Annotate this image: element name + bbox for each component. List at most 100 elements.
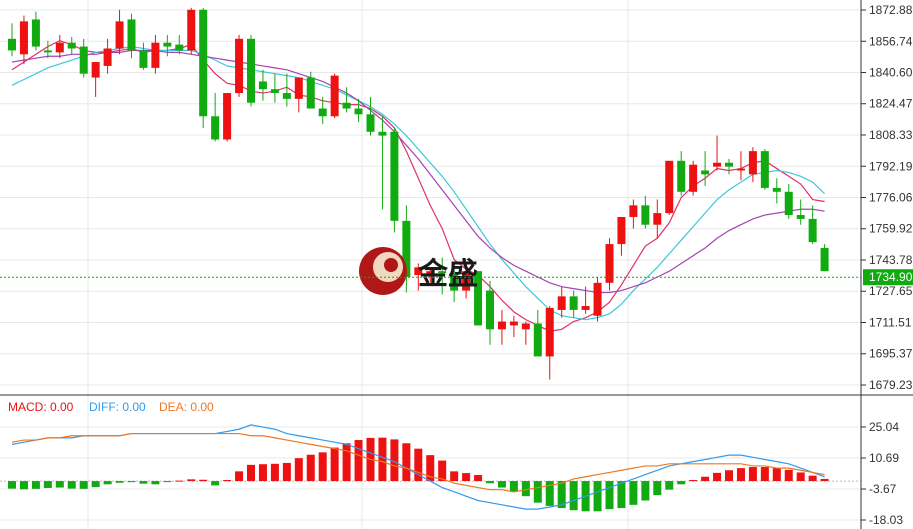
macd-bar xyxy=(641,481,650,501)
candle-body xyxy=(665,160,674,214)
candle xyxy=(486,280,494,345)
macd-bar xyxy=(605,481,614,510)
dea-line xyxy=(11,432,825,493)
candle xyxy=(748,147,757,183)
ma10-line xyxy=(11,45,826,321)
candle-body xyxy=(31,19,40,47)
macd-bar xyxy=(8,481,16,489)
macd-bar xyxy=(270,463,279,482)
macd-bar xyxy=(55,481,64,488)
candle xyxy=(139,42,148,70)
price-tick-label: 1872.88 xyxy=(869,3,913,17)
macd-bar xyxy=(689,479,698,482)
candle-body xyxy=(199,9,208,117)
price-tick-label: 1776.06 xyxy=(869,190,913,204)
macd-legend: MACD: 0.00 DIFF: 0.00 DEA: 0.00 xyxy=(8,400,214,414)
macd-bar xyxy=(223,479,232,482)
candle xyxy=(390,127,399,233)
candle-body xyxy=(19,21,28,55)
macd-bar xyxy=(474,475,483,482)
candle-body xyxy=(91,62,100,78)
macd-bar xyxy=(438,460,447,482)
price-tick-label: 1856.74 xyxy=(869,34,913,48)
candle-body xyxy=(557,296,566,310)
macd-bar xyxy=(414,448,423,482)
macd-bar xyxy=(521,481,530,497)
candle xyxy=(8,23,16,57)
candle xyxy=(175,34,184,55)
price-tick-label: 1743.78 xyxy=(869,253,913,267)
macd-bar xyxy=(342,443,351,482)
macd-bar xyxy=(772,468,781,482)
macd-bar xyxy=(593,481,602,512)
candle xyxy=(629,199,638,229)
legend-dea: DEA: 0.00 xyxy=(159,400,214,414)
candle xyxy=(593,277,602,322)
macd-bar xyxy=(390,439,399,482)
macd-tick-label: 10.69 xyxy=(869,451,899,465)
candle-body xyxy=(438,271,447,274)
candle-body xyxy=(79,46,88,74)
candle xyxy=(641,195,650,229)
macd-bar xyxy=(450,471,459,482)
macd-bar xyxy=(760,467,769,482)
candle-body xyxy=(820,247,829,272)
candle-body xyxy=(486,290,494,330)
macd-bar xyxy=(199,479,208,482)
current-price-box: 1734.90 xyxy=(863,269,913,286)
macd-bar xyxy=(31,481,40,489)
candle-body xyxy=(605,244,614,283)
candle xyxy=(247,34,255,107)
macd-bar xyxy=(211,481,220,486)
candle-body xyxy=(533,323,542,357)
candle-body xyxy=(677,160,686,192)
candle-body xyxy=(127,19,136,51)
candle xyxy=(282,73,291,107)
macd-bar xyxy=(79,481,88,489)
macd-bar xyxy=(378,437,387,482)
candle-body xyxy=(450,273,459,291)
macd-bar xyxy=(569,481,578,511)
candle xyxy=(294,77,303,113)
macd-bar xyxy=(545,481,554,506)
candle-body xyxy=(187,9,196,51)
candle-body xyxy=(211,116,220,140)
macd-bar xyxy=(115,481,124,483)
candle xyxy=(414,263,423,291)
candle-body xyxy=(67,42,76,49)
candle xyxy=(617,216,626,256)
candle-body xyxy=(390,131,399,221)
candle-body xyxy=(689,164,698,192)
legend-diff: DIFF: 0.00 xyxy=(89,400,146,414)
watermark-text: 金盛 xyxy=(417,257,478,292)
macd-bar xyxy=(629,481,638,505)
watermark: 金盛 xyxy=(359,247,478,295)
candle-body xyxy=(175,44,184,51)
candle xyxy=(497,309,506,345)
candle-body xyxy=(462,271,471,291)
candle xyxy=(533,309,542,357)
macd-bar xyxy=(557,481,566,509)
candle-body xyxy=(426,271,435,276)
candle-body xyxy=(258,81,267,90)
candle-body xyxy=(617,216,626,245)
candle xyxy=(426,267,435,283)
candle-body xyxy=(247,38,255,103)
candle xyxy=(677,151,686,196)
macd-bar xyxy=(509,481,518,492)
candle-body xyxy=(713,162,722,167)
macd-bar xyxy=(187,479,196,482)
candle-body xyxy=(414,267,423,276)
candle xyxy=(235,34,244,97)
candle xyxy=(151,34,160,74)
legend-macd: MACD: 0.00 xyxy=(8,400,74,414)
candle-body xyxy=(509,321,518,326)
macd-tick-label: -18.03 xyxy=(869,513,903,527)
candle-body xyxy=(736,168,745,171)
macd-bar xyxy=(486,481,494,484)
price-tick-label: 1792.19 xyxy=(869,159,913,173)
candle-body xyxy=(653,213,662,225)
macd-bar xyxy=(808,475,817,482)
candle xyxy=(796,199,805,225)
candle xyxy=(342,87,351,113)
